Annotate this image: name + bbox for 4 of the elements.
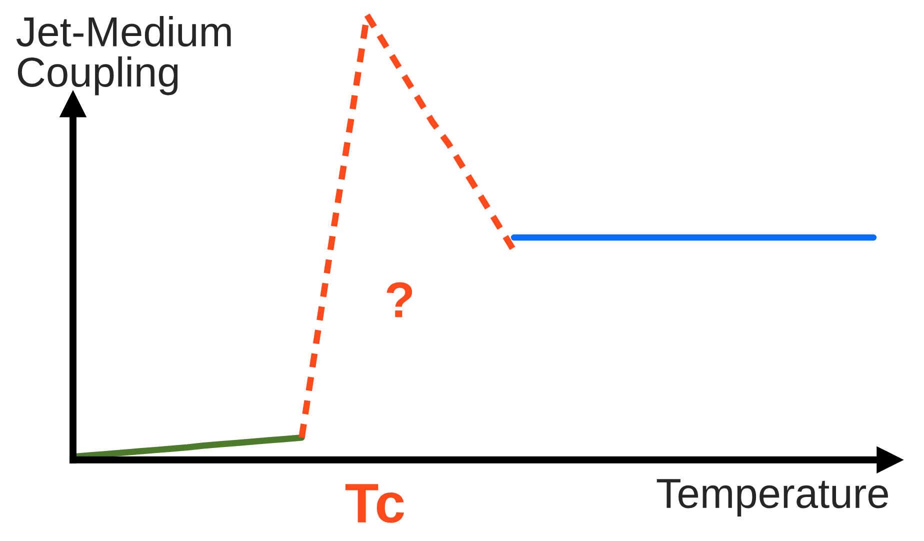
text: Tc [345,484,404,523]
y-axis-title: Jet-Medium Coupling [16,16,231,96]
annotation: ? [386,282,412,318]
x-axis-title: Temperature [656,479,888,516]
